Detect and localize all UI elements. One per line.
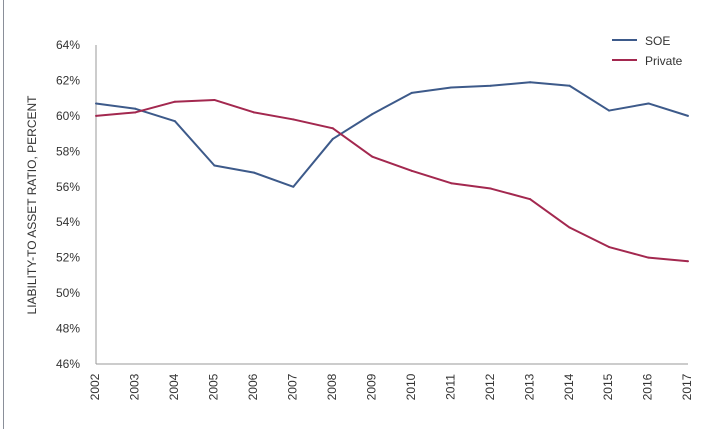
series-line-private [95,98,689,263]
data-point-private [173,100,176,103]
y-tick-label: 48% [56,322,80,336]
data-point-soe [134,107,137,110]
y-tick-label: 46% [56,357,80,371]
data-point-soe [687,114,689,117]
y-axis-label: LIABILITY-TO ASSET RATIO, PERCENT [25,95,39,315]
data-point-soe [529,81,532,84]
y-tick-label: 62% [56,73,80,87]
series-line-soe [95,81,689,188]
y-tick-label: 64% [56,38,80,52]
data-point-soe [489,84,492,87]
data-point-private [529,198,532,201]
data-point-private [331,127,334,130]
data-point-soe [450,86,453,89]
x-tick-label: 2013 [522,373,536,400]
data-point-soe [608,109,611,112]
data-point-private [687,260,689,263]
x-tick-label: 2011 [443,374,457,400]
legend-label-private: Private [645,54,683,68]
left-border [3,0,4,429]
data-point-soe [95,102,97,105]
legend-label-soe: SOE [645,34,670,48]
data-point-private [292,118,295,121]
x-tick-label: 2002 [88,373,102,400]
x-tick-label: 2017 [680,373,694,400]
data-point-soe [371,113,374,116]
x-tick-label: 2004 [167,373,181,400]
x-tick-label: 2016 [641,373,655,400]
data-point-private [568,226,571,229]
data-point-private [608,246,611,249]
data-point-private [647,256,650,259]
y-tick-label: 58% [56,144,80,158]
data-point-private [489,187,492,190]
data-point-private [371,155,374,158]
data-point-private [252,111,255,114]
data-point-private [213,98,216,101]
data-point-private [450,182,453,185]
x-tick-label: 2015 [601,373,615,400]
x-tick-label: 2007 [286,373,300,400]
x-tick-label: 2010 [404,373,418,400]
x-tick-label: 2012 [483,373,497,400]
x-tick-label: 2006 [246,373,260,400]
data-point-soe [213,164,216,167]
y-tick-label: 52% [56,251,80,265]
data-point-soe [410,91,413,94]
data-point-soe [331,137,334,140]
data-point-soe [292,185,295,188]
data-point-soe [647,102,650,105]
data-point-soe [568,84,571,87]
x-tick-label: 2014 [562,373,576,400]
y-tick-label: 50% [56,286,80,300]
data-point-private [134,111,137,114]
data-point-private [410,169,413,172]
x-tick-label: 2005 [207,373,221,400]
x-tick-label: 2003 [128,373,142,400]
data-point-soe [252,171,255,174]
y-tick-label: 56% [56,180,80,194]
x-tick-label: 2008 [325,373,339,400]
data-point-soe [173,120,176,123]
x-tick-label: 2009 [364,373,378,400]
y-tick-label: 60% [56,109,80,123]
y-tick-label: 54% [56,215,80,229]
data-point-private [95,114,97,117]
